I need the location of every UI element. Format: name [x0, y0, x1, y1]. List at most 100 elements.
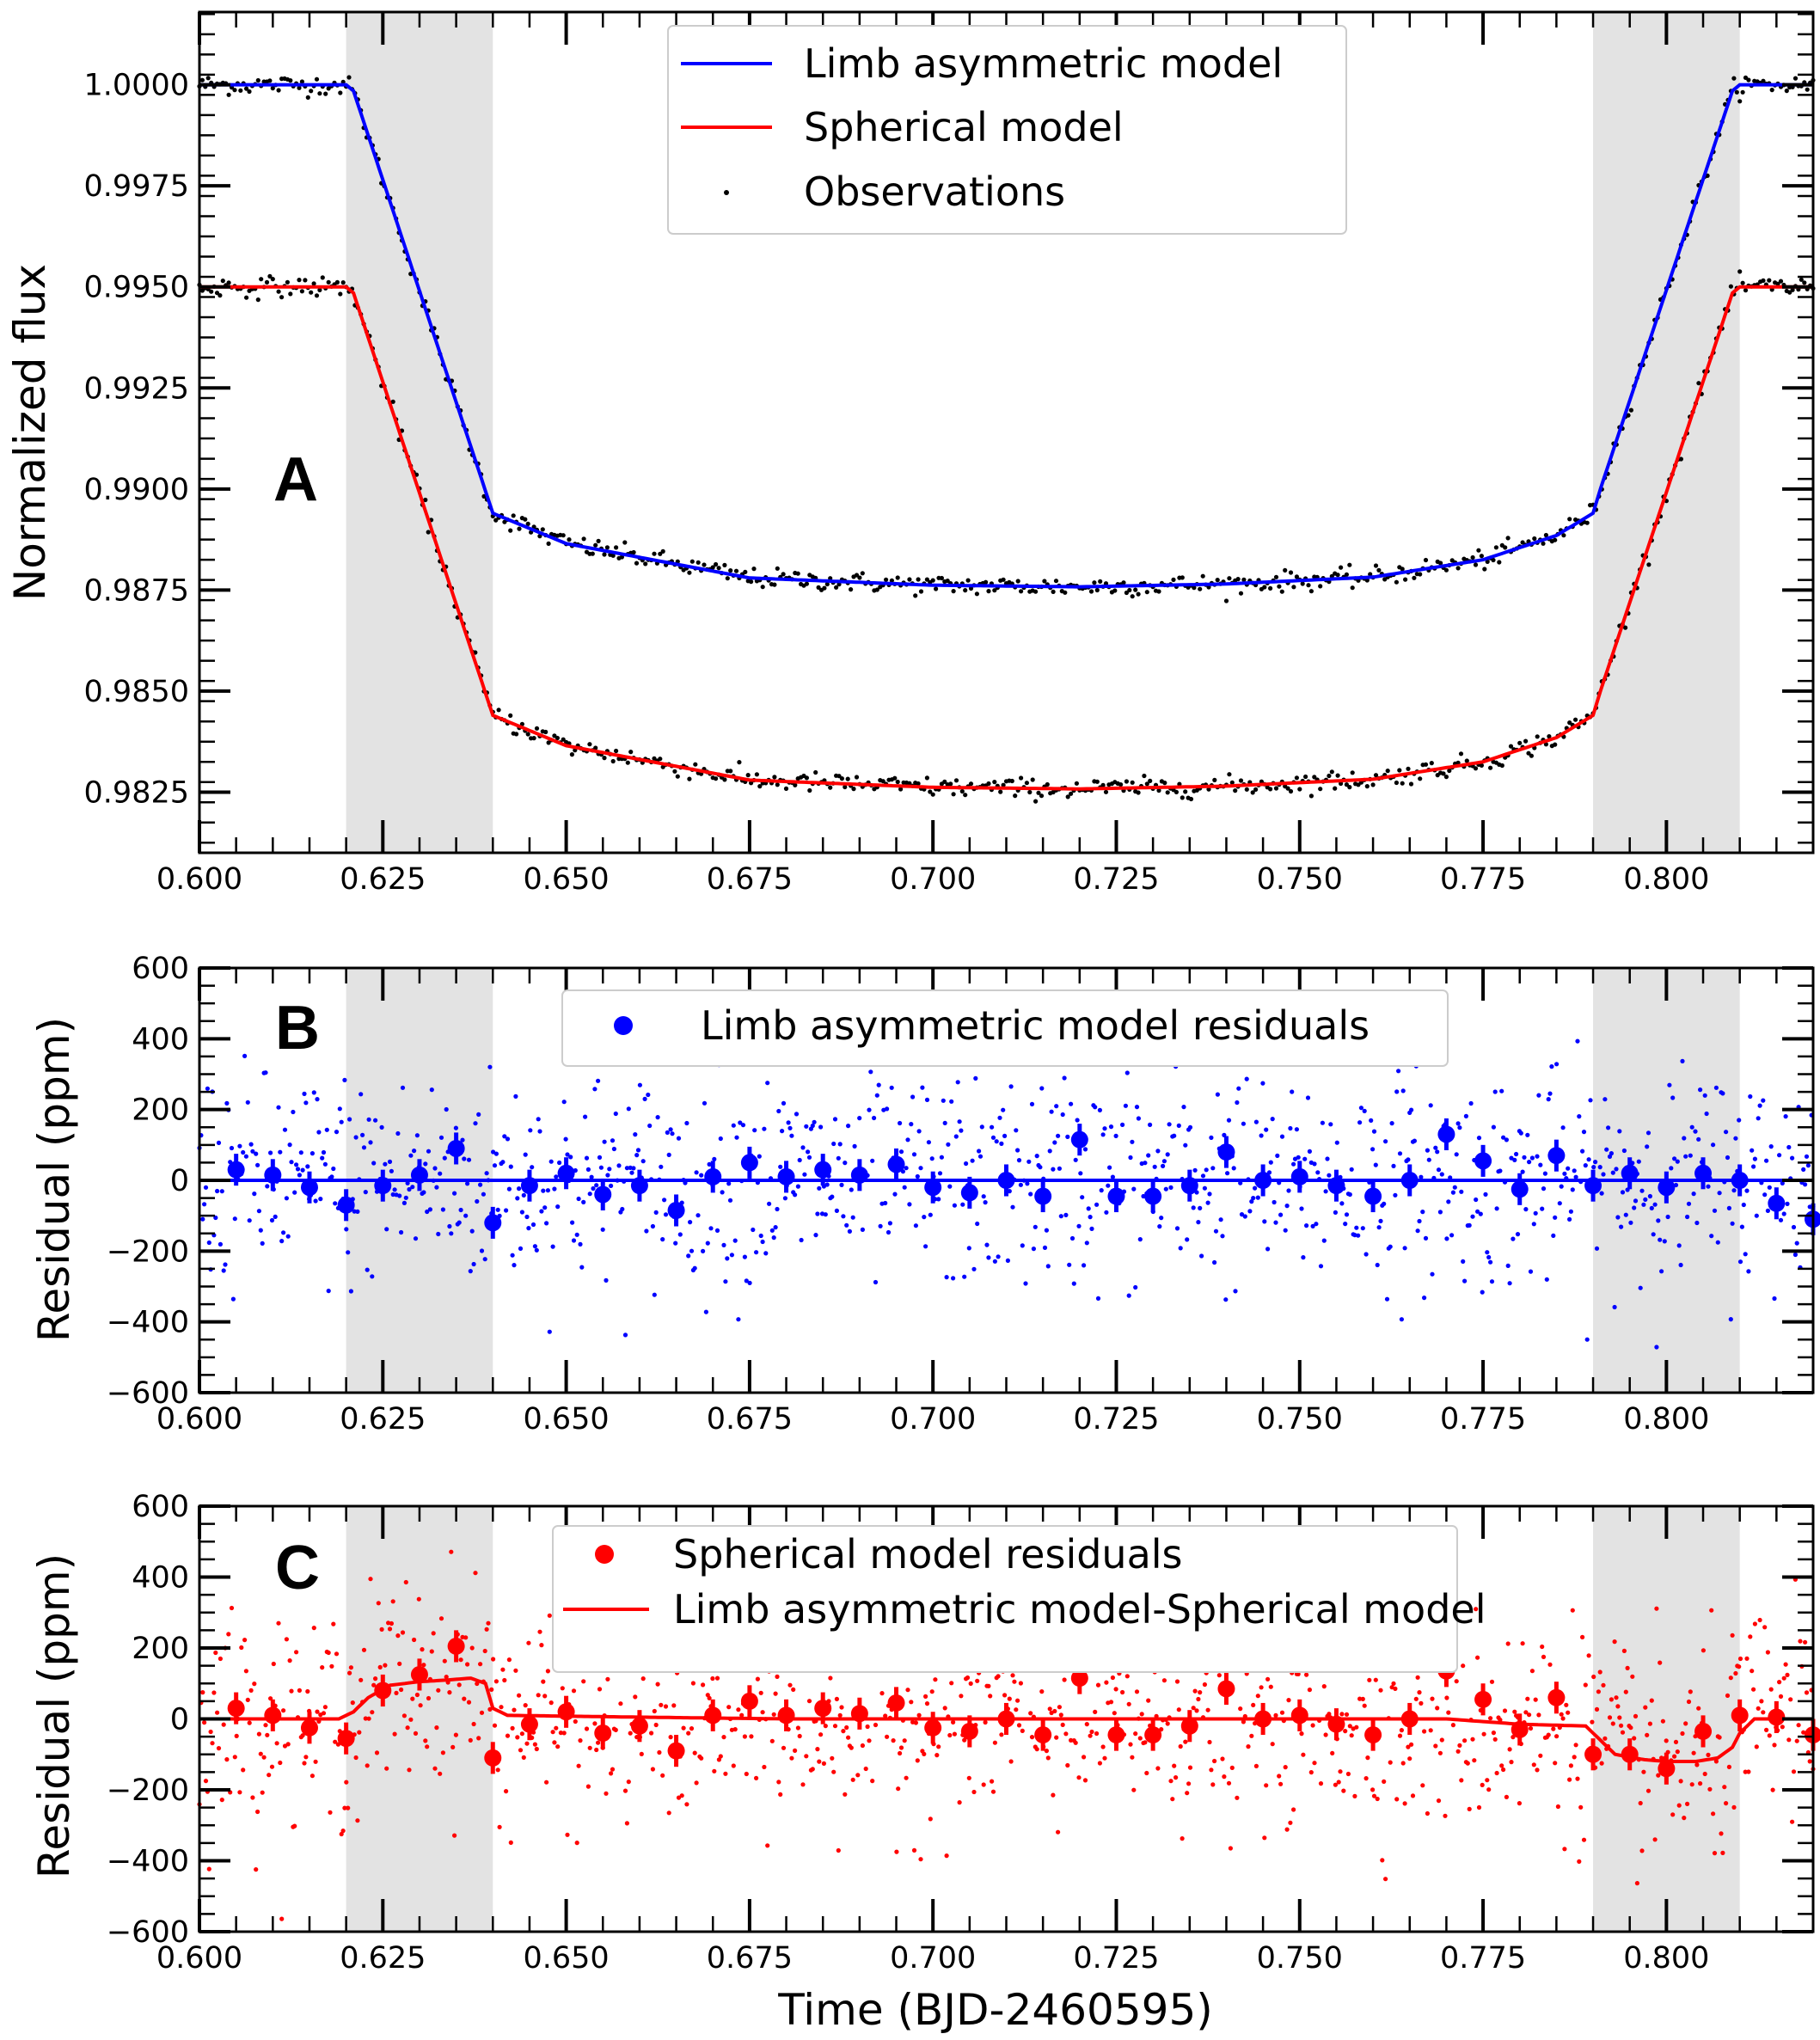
residual-point — [797, 1733, 802, 1739]
residual-point — [957, 1800, 962, 1805]
observation-point — [340, 280, 346, 285]
residual-point — [392, 1731, 397, 1737]
residual-point — [1124, 1070, 1130, 1075]
residual-point — [947, 1732, 953, 1738]
observation-point — [813, 769, 818, 775]
residual-point — [959, 1128, 964, 1133]
residual-point — [1419, 1700, 1424, 1706]
residual-point — [248, 1142, 254, 1147]
observation-point — [1696, 381, 1701, 386]
residual-point — [1144, 1770, 1149, 1776]
observation-point — [1406, 766, 1411, 771]
residual-point — [1682, 1816, 1687, 1821]
residual-point — [1560, 1125, 1566, 1130]
residual-point — [219, 1798, 224, 1803]
observation-point — [1174, 789, 1179, 795]
observation-point — [276, 88, 281, 93]
residual-point — [1643, 1705, 1648, 1710]
residual-point — [444, 1106, 449, 1112]
residual-point — [526, 1640, 531, 1645]
residual-point — [596, 1740, 601, 1745]
residual-point — [554, 1174, 559, 1179]
residual-point — [285, 1234, 291, 1239]
transit-shading — [346, 1506, 1740, 1932]
residual-point — [962, 1274, 967, 1279]
residual-point — [898, 1149, 904, 1155]
residual-point — [1757, 1103, 1762, 1108]
binned-residual-point — [1584, 1177, 1602, 1195]
residual-point — [1554, 1734, 1560, 1739]
observation-point — [749, 579, 754, 585]
residual-point — [1073, 1157, 1078, 1162]
residual-point — [1485, 1250, 1490, 1255]
residual-point — [1284, 1204, 1290, 1209]
residual-point — [947, 1184, 953, 1189]
observation-point — [514, 732, 519, 737]
residual-point — [1612, 1304, 1617, 1310]
residual-point — [782, 1196, 788, 1201]
residual-point — [1796, 1723, 1801, 1728]
residual-point — [1540, 1206, 1545, 1211]
residual-point — [1768, 1687, 1774, 1692]
residual-point — [1698, 1781, 1703, 1786]
residual-point — [1270, 1117, 1275, 1122]
residual-point — [1312, 1761, 1317, 1766]
residual-point — [387, 1626, 393, 1632]
x-tick-label: 0.650 — [523, 1941, 609, 1976]
residual-point — [1304, 1223, 1309, 1228]
residual-point — [200, 1216, 205, 1222]
observation-point — [1051, 589, 1056, 595]
residual-point — [1446, 1199, 1451, 1204]
residual-point — [1686, 1201, 1692, 1206]
axes-frame: 0.600 0.625 0.650 0.675 0.700 0.725 0.750 0.775… — [107, 952, 1815, 1437]
residual-point — [1632, 1736, 1637, 1741]
residual-point — [530, 1165, 535, 1170]
binned-residual-point — [814, 1161, 832, 1179]
observation-point — [540, 527, 545, 532]
residual-point — [1365, 1755, 1370, 1761]
residual-point — [736, 1707, 741, 1712]
residual-point — [894, 1849, 899, 1854]
residual-point — [1216, 1673, 1222, 1678]
observation-point — [660, 548, 665, 554]
observation-point — [1412, 575, 1417, 580]
observation-point — [1100, 782, 1106, 788]
residual-point — [452, 1833, 457, 1838]
residual-point — [1380, 1858, 1385, 1863]
residual-point — [473, 1571, 478, 1576]
residual-point — [769, 1738, 775, 1743]
residual-point — [913, 1223, 918, 1228]
observation-point — [326, 279, 331, 285]
residual-point — [1104, 1210, 1109, 1215]
binned-residual-point — [1731, 1172, 1749, 1189]
x-tick-label: 0.700 — [890, 1402, 976, 1437]
residual-point — [462, 1696, 467, 1701]
residual-point — [742, 1254, 748, 1259]
residual-point — [294, 1162, 299, 1167]
binned-residual-point — [1107, 1726, 1125, 1744]
observation-point — [854, 775, 860, 780]
residual-point — [252, 1192, 257, 1197]
residual-point — [513, 1668, 518, 1673]
residual-point — [1581, 1130, 1587, 1135]
residual-point — [1388, 1244, 1393, 1249]
residual-point — [1638, 1285, 1643, 1290]
residual-point — [1191, 1706, 1196, 1711]
residual-point — [1430, 1271, 1435, 1277]
residual-point — [981, 1782, 986, 1787]
residual-point — [1491, 1731, 1496, 1736]
residual-point — [1541, 1186, 1547, 1192]
observation-point — [1303, 774, 1308, 780]
residual-point — [1170, 1797, 1175, 1802]
residual-point — [1553, 1215, 1558, 1220]
observation-point — [1294, 775, 1299, 781]
residual-point — [1291, 1807, 1296, 1812]
y-tick-label: 0.9950 — [84, 271, 189, 305]
residual-point — [839, 1705, 844, 1710]
residual-point — [657, 1749, 662, 1755]
residual-point — [1228, 1846, 1233, 1851]
residual-point — [1100, 1744, 1106, 1749]
residual-point — [1436, 1167, 1442, 1173]
observation-point — [1443, 567, 1449, 573]
residual-point — [1698, 1087, 1703, 1093]
